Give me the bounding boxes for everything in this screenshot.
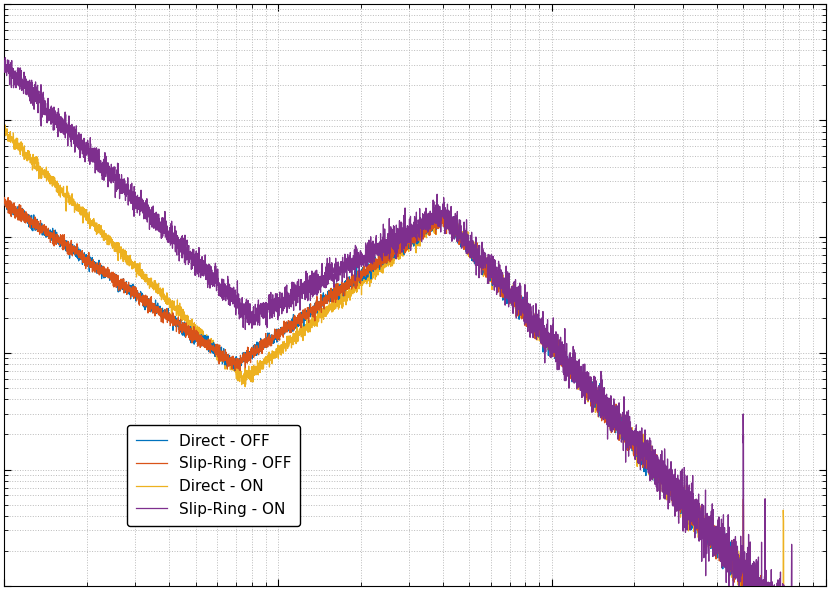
Direct - OFF — [492, 276, 502, 283]
Legend: Direct - OFF, Slip-Ring - OFF, Direct - ON, Slip-Ring - ON: Direct - OFF, Slip-Ring - OFF, Direct - … — [127, 425, 300, 526]
Direct - OFF — [149, 304, 159, 312]
Direct - OFF — [0, 202, 9, 209]
Slip-Ring - ON — [492, 280, 502, 287]
Slip-Ring - OFF — [534, 323, 544, 330]
Direct - ON — [149, 284, 159, 291]
Direct - ON — [313, 312, 323, 319]
Direct - OFF — [0, 196, 10, 204]
Line: Slip-Ring - ON: Slip-Ring - ON — [4, 58, 826, 590]
Slip-Ring - OFF — [492, 280, 502, 287]
Slip-Ring - OFF — [149, 301, 159, 309]
Slip-Ring - ON — [613, 416, 622, 423]
Line: Direct - ON: Direct - ON — [4, 125, 826, 590]
Direct - ON — [613, 417, 622, 424]
Direct - OFF — [613, 422, 622, 429]
Slip-Ring - ON — [675, 481, 685, 488]
Direct - ON — [0, 123, 9, 130]
Direct - ON — [492, 279, 502, 286]
Slip-Ring - ON — [0, 54, 10, 61]
Slip-Ring - ON — [0, 68, 9, 76]
Direct - ON — [534, 324, 544, 332]
Slip-Ring - OFF — [0, 194, 9, 201]
Direct - ON — [0, 122, 10, 129]
Slip-Ring - ON — [149, 217, 159, 224]
Direct - OFF — [313, 300, 323, 307]
Slip-Ring - OFF — [675, 494, 685, 501]
Slip-Ring - ON — [534, 306, 544, 313]
Direct - ON — [675, 487, 685, 494]
Slip-Ring - OFF — [313, 301, 323, 308]
Direct - OFF — [534, 330, 544, 337]
Slip-Ring - OFF — [613, 411, 622, 418]
Direct - OFF — [675, 492, 685, 499]
Slip-Ring - OFF — [0, 199, 9, 206]
Line: Direct - OFF: Direct - OFF — [4, 200, 826, 590]
Slip-Ring - ON — [313, 274, 323, 281]
Line: Slip-Ring - OFF: Slip-Ring - OFF — [4, 198, 826, 590]
